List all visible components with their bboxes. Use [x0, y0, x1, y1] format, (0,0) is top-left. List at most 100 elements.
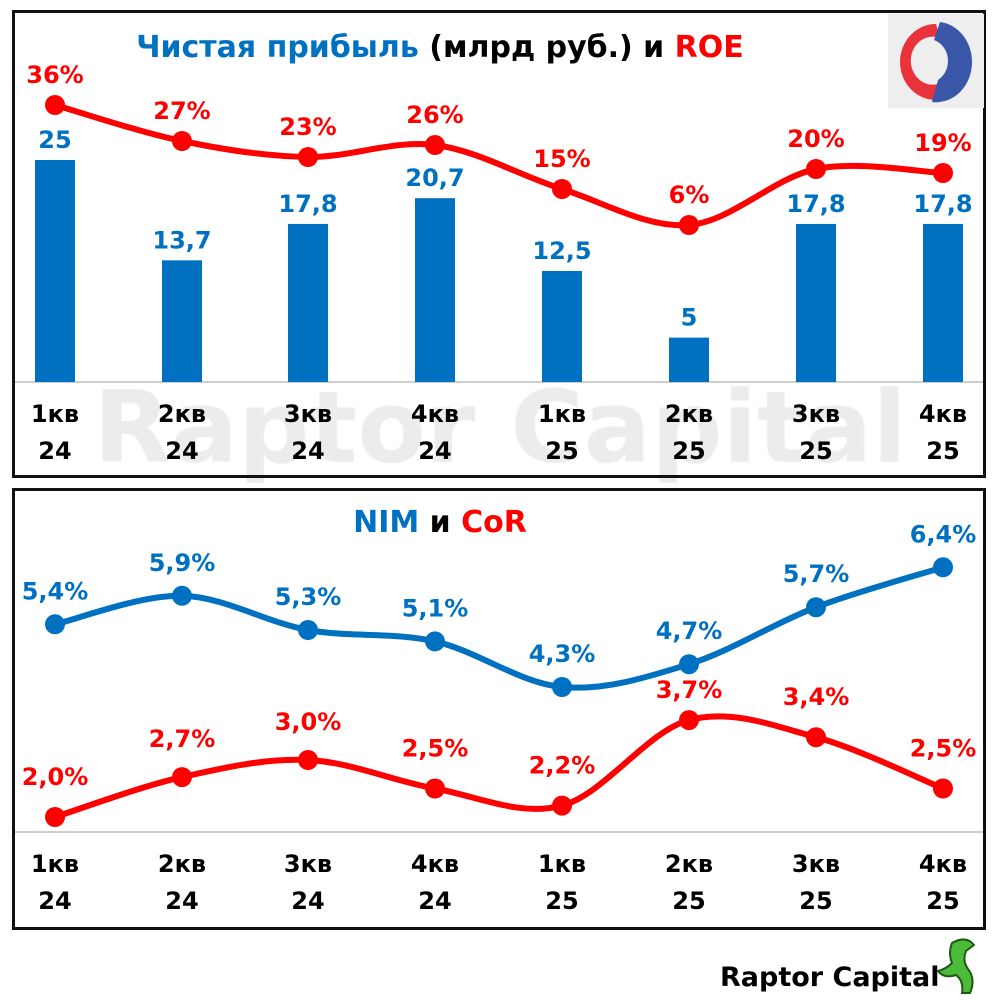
title-part: и — [633, 30, 675, 65]
title-part: Чистая прибыль — [136, 30, 429, 65]
profit-bar — [288, 223, 328, 382]
chart2-x-tick-quarter: 3кв — [792, 850, 840, 878]
cor-point — [172, 767, 192, 788]
chart1-title: Чистая прибыль (млрд руб.) и ROE — [136, 30, 744, 65]
cor-data-label: 2,5% — [910, 735, 977, 763]
cor-point — [425, 778, 445, 799]
nim-data-label: 6,4% — [910, 520, 977, 548]
chart1-x-tick-quarter: 3кв — [284, 400, 332, 428]
cor-point — [679, 710, 699, 731]
nim-point — [298, 620, 318, 640]
title-part: и — [419, 505, 461, 540]
cor-data-label: 2,7% — [149, 725, 216, 753]
profit-bar-label: 20,7 — [405, 164, 464, 192]
profit-bar-label: 25 — [38, 126, 71, 154]
nim-point — [806, 597, 826, 618]
roe-data-label: 26% — [406, 101, 463, 129]
chart2-x-tick-year: 24 — [165, 887, 198, 915]
nim-point — [933, 557, 953, 578]
nim-data-label: 5,4% — [22, 577, 89, 605]
roe-data-label: 23% — [279, 113, 336, 141]
chart1-x-tick-year: 24 — [38, 437, 71, 465]
profit-bar — [162, 260, 202, 382]
nim-data-label: 5,9% — [149, 549, 216, 577]
cor-line — [52, 713, 946, 820]
cor-data-label: 3,0% — [275, 708, 342, 736]
profit-bar-label: 12,5 — [532, 237, 591, 265]
nim-data-label: 5,3% — [275, 583, 342, 611]
chart1-x-tick-year: 25 — [672, 437, 705, 465]
profit-bar-label: 17,8 — [786, 190, 845, 218]
nim-point — [45, 614, 65, 635]
chart2-x-tick-year: 25 — [672, 887, 705, 915]
cor-point — [933, 778, 953, 799]
chart2-x-tick-quarter: 2кв — [665, 850, 713, 878]
cor-data-label: 3,7% — [656, 676, 723, 704]
nim-point — [552, 677, 572, 697]
cor-data-label: 2,0% — [22, 763, 89, 791]
chart2-x-tick-year: 24 — [38, 887, 71, 915]
roe-point — [679, 215, 699, 235]
nim-point — [425, 631, 445, 652]
profit-bar — [796, 223, 836, 382]
chart2-x-tick-quarter: 4кв — [411, 850, 459, 878]
roe-data-label: 20% — [787, 125, 844, 153]
cor-data-label: 2,5% — [402, 735, 469, 763]
chart2-title: NIM и CoR — [353, 505, 527, 540]
cor-point — [45, 807, 65, 827]
chart2-x-tick-quarter: 3кв — [284, 850, 332, 878]
title-part: ROE — [675, 30, 744, 65]
chart1-x-tick-year: 25 — [545, 437, 578, 465]
roe-data-label: 36% — [26, 61, 83, 89]
chart1-x-tick-year: 25 — [799, 437, 832, 465]
chart2-x-tick-year: 25 — [926, 887, 959, 915]
roe-point — [806, 159, 826, 179]
chart2-x-tick-year: 25 — [799, 887, 832, 915]
roe-point — [172, 131, 192, 151]
chart2-x-tick-year: 25 — [545, 887, 578, 915]
chart1-x-tick-quarter: 4кв — [919, 400, 967, 428]
chart1-x-tick-quarter: 2кв — [665, 400, 713, 428]
profit-bar-label: 17,8 — [913, 190, 972, 218]
cor-point — [552, 795, 572, 816]
roe-line — [52, 102, 946, 229]
cor-data-label: 3,4% — [783, 683, 850, 711]
roe-point — [45, 95, 65, 115]
roe-data-label: 19% — [914, 129, 971, 157]
roe-data-label: 27% — [153, 97, 210, 125]
profit-bar — [923, 223, 963, 382]
chart1-x-tick-quarter: 1кв — [538, 400, 586, 428]
title-part: (млрд руб.) — [429, 30, 632, 65]
chart1-x-tick-year: 24 — [165, 437, 198, 465]
chart1-x-tick-year: 24 — [418, 437, 451, 465]
nim-cor-panel — [12, 488, 986, 930]
chart1-x-tick-quarter: 3кв — [792, 400, 840, 428]
chart1-x-tick-quarter: 2кв — [158, 400, 206, 428]
profit-bar-label: 17,8 — [278, 190, 337, 218]
roe-point — [298, 147, 318, 167]
chart2-x-tick-quarter: 4кв — [919, 850, 967, 878]
chart1-x-tick-year: 24 — [291, 437, 324, 465]
cor-point — [806, 727, 826, 748]
nim-data-label: 5,1% — [402, 594, 469, 622]
profit-bar-label: 13,7 — [152, 226, 211, 254]
profit-bar — [35, 160, 75, 382]
roe-data-label: 15% — [533, 145, 590, 173]
chart2-x-tick-quarter: 1кв — [31, 850, 79, 878]
nim-point — [679, 654, 699, 675]
nim-point — [172, 585, 192, 606]
chart1-x-tick-quarter: 4кв — [411, 400, 459, 428]
title-part: NIM — [353, 505, 419, 540]
profit-bar-label: 5 — [681, 304, 698, 332]
roe-point — [425, 135, 445, 155]
nim-data-label: 5,7% — [783, 560, 850, 588]
title-part: CoR — [461, 505, 527, 540]
profit-bar — [415, 198, 455, 382]
chart2-x-tick-year: 24 — [291, 887, 324, 915]
nim-data-label: 4,7% — [656, 617, 723, 645]
chart2-x-tick-year: 24 — [418, 887, 451, 915]
chart1-x-tick-year: 25 — [926, 437, 959, 465]
profit-bar — [542, 271, 582, 382]
chart1-x-tick-quarter: 1кв — [31, 400, 79, 428]
